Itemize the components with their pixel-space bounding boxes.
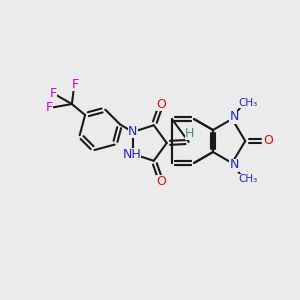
Text: CH₃: CH₃: [238, 98, 258, 108]
Text: H: H: [185, 128, 194, 140]
Text: O: O: [156, 175, 166, 188]
Text: N: N: [128, 124, 138, 137]
Text: N: N: [230, 158, 239, 172]
Text: F: F: [71, 78, 79, 91]
Text: O: O: [263, 134, 273, 148]
Text: O: O: [156, 98, 166, 111]
Text: F: F: [50, 87, 57, 100]
Text: N: N: [230, 110, 239, 124]
Text: F: F: [46, 101, 53, 114]
Text: NH: NH: [122, 148, 141, 161]
Text: CH₃: CH₃: [238, 174, 258, 184]
